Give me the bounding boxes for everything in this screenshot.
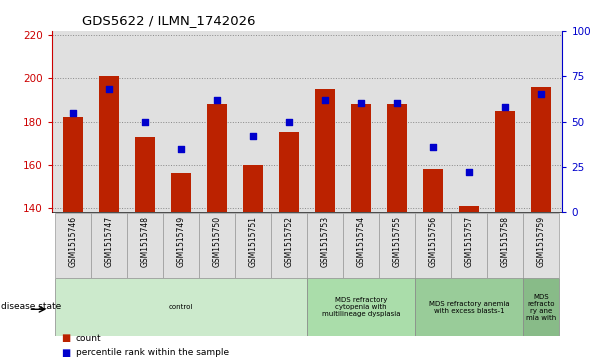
Bar [379, 213, 415, 278]
Text: MDS
refracto
ry ane
mia with: MDS refracto ry ane mia with [526, 294, 556, 321]
Bar [163, 213, 199, 278]
Bar [55, 278, 307, 336]
Point [500, 104, 510, 110]
Bar [207, 104, 227, 212]
Text: control: control [169, 304, 193, 310]
Point [140, 119, 150, 125]
Bar [307, 213, 343, 278]
Bar [351, 104, 371, 212]
Text: MDS refractory anemia
with excess blasts-1: MDS refractory anemia with excess blasts… [429, 301, 510, 314]
Point [105, 86, 114, 92]
Point [212, 97, 222, 103]
Text: GSM1515752: GSM1515752 [285, 216, 294, 267]
Text: GSM1515753: GSM1515753 [320, 216, 330, 268]
Bar [343, 213, 379, 278]
Text: ■: ■ [61, 348, 70, 358]
Text: GSM1515759: GSM1515759 [536, 216, 545, 268]
Bar [315, 89, 335, 212]
Bar [91, 213, 127, 278]
Bar [307, 278, 415, 336]
Text: ■: ■ [61, 333, 70, 343]
Point [320, 97, 330, 103]
Bar [459, 206, 478, 212]
Text: GSM1515750: GSM1515750 [213, 216, 222, 268]
Bar [271, 213, 307, 278]
Text: GSM1515754: GSM1515754 [356, 216, 365, 268]
Bar [171, 174, 191, 212]
Text: GSM1515748: GSM1515748 [140, 216, 150, 267]
Point [68, 110, 78, 115]
Bar [387, 104, 407, 212]
Bar [127, 213, 163, 278]
Bar [55, 213, 91, 278]
Text: GSM1515757: GSM1515757 [465, 216, 474, 268]
Bar [523, 213, 559, 278]
Point [248, 133, 258, 139]
Point [464, 170, 474, 175]
Bar [487, 213, 523, 278]
Bar [199, 213, 235, 278]
Text: GSM1515758: GSM1515758 [500, 216, 510, 267]
Bar [495, 111, 515, 212]
Bar [451, 213, 487, 278]
Bar [523, 278, 559, 336]
Bar [63, 117, 83, 212]
Text: GSM1515746: GSM1515746 [69, 216, 78, 268]
Bar [279, 132, 299, 212]
Point [392, 101, 402, 106]
Bar [415, 213, 451, 278]
Bar [99, 76, 119, 212]
Text: percentile rank within the sample: percentile rank within the sample [76, 348, 229, 357]
Text: GDS5622 / ILMN_1742026: GDS5622 / ILMN_1742026 [82, 15, 255, 28]
Bar [136, 137, 155, 212]
Text: GSM1515755: GSM1515755 [392, 216, 401, 268]
Point [428, 144, 438, 150]
Bar [423, 169, 443, 212]
Bar [235, 213, 271, 278]
Text: GSM1515756: GSM1515756 [429, 216, 437, 268]
Point [536, 91, 546, 97]
Point [176, 146, 186, 152]
Point [356, 101, 366, 106]
Text: GSM1515751: GSM1515751 [249, 216, 258, 267]
Text: GSM1515747: GSM1515747 [105, 216, 114, 268]
Point [284, 119, 294, 125]
Bar [531, 87, 551, 212]
Bar [243, 165, 263, 212]
Text: MDS refractory
cytopenia with
multilineage dysplasia: MDS refractory cytopenia with multilinea… [322, 297, 400, 317]
Text: GSM1515749: GSM1515749 [177, 216, 185, 268]
Bar [415, 278, 523, 336]
Text: disease state: disease state [1, 302, 61, 311]
Text: count: count [76, 334, 102, 343]
